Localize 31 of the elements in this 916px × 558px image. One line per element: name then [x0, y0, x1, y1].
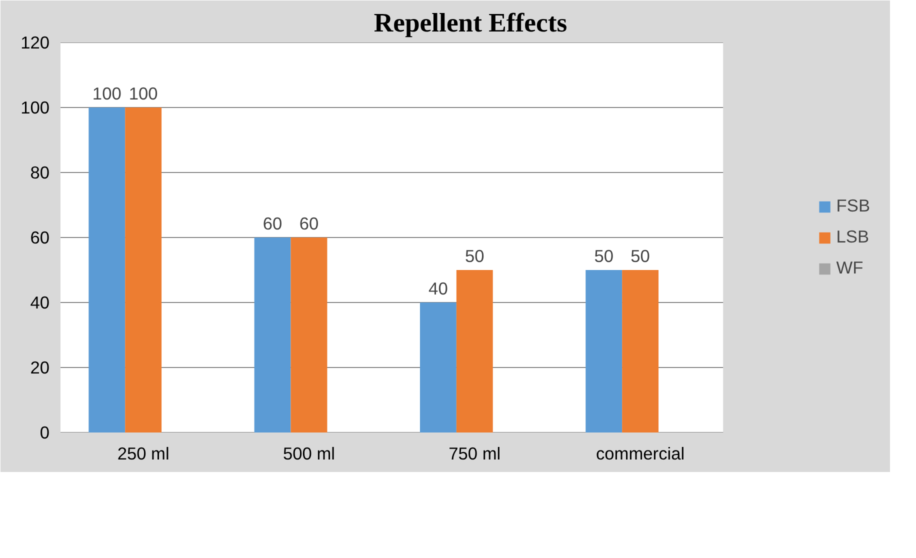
bar: [586, 270, 622, 432]
chart-title: Repellent Effects: [374, 8, 568, 38]
data-label: 100: [92, 84, 122, 104]
legend-label: LSB: [836, 226, 870, 248]
y-tick-label: 120: [20, 32, 50, 52]
data-label: 60: [299, 214, 319, 234]
legend-label: FSB: [836, 196, 870, 216]
bar: [420, 302, 456, 432]
x-tick-label: 750 ml: [448, 444, 501, 464]
data-label: 50: [465, 246, 484, 266]
y-tick-label: 20: [30, 358, 50, 378]
data-label: 50: [594, 246, 614, 266]
data-label: 60: [262, 214, 282, 234]
x-tick-label: commercial: [596, 444, 685, 464]
bar: [290, 238, 328, 432]
bar: [456, 270, 493, 432]
x-tick-label: 500 ml: [282, 444, 335, 464]
data-label: 100: [128, 84, 158, 104]
bar: [622, 270, 659, 432]
legend-label: WF: [836, 258, 864, 278]
x-tick-label: 250 ml: [117, 444, 170, 464]
bar: [125, 108, 162, 432]
y-tick-label: 0: [40, 422, 50, 442]
y-tick-label: 40: [30, 292, 50, 312]
y-tick-label: 60: [30, 228, 50, 248]
y-tick-label: 100: [20, 98, 50, 118]
data-label: 40: [428, 278, 448, 298]
data-label: 50: [630, 246, 650, 266]
bar: [254, 238, 291, 432]
y-tick-label: 80: [30, 162, 50, 182]
bar: [88, 108, 126, 432]
